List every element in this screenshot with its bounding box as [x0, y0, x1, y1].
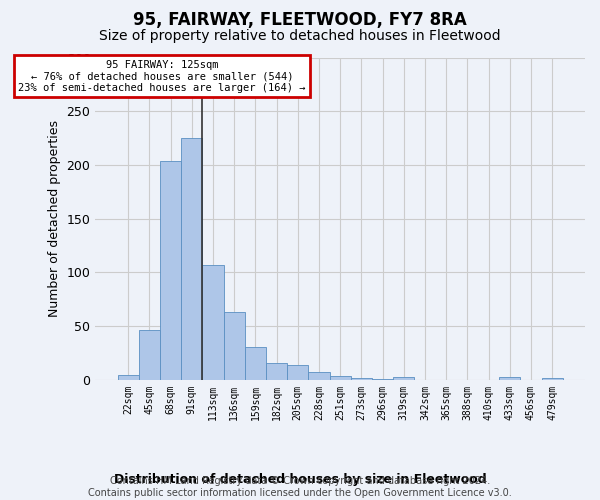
Bar [542, 378, 563, 380]
Text: Distribution of detached houses by size in Fleetwood: Distribution of detached houses by size … [113, 472, 487, 486]
Bar [372, 379, 393, 380]
Bar [139, 330, 160, 380]
Bar [287, 365, 308, 380]
Bar [181, 138, 202, 380]
Text: 95, FAIRWAY, FLEETWOOD, FY7 8RA: 95, FAIRWAY, FLEETWOOD, FY7 8RA [133, 12, 467, 30]
Bar [118, 374, 139, 380]
Bar [329, 376, 351, 380]
Bar [266, 362, 287, 380]
Bar [224, 312, 245, 380]
Bar [351, 378, 372, 380]
Text: Size of property relative to detached houses in Fleetwood: Size of property relative to detached ho… [99, 29, 501, 43]
Bar [308, 372, 329, 380]
Bar [393, 376, 415, 380]
Bar [202, 265, 224, 380]
Text: Contains HM Land Registry data © Crown copyright and database right 2024.
Contai: Contains HM Land Registry data © Crown c… [88, 476, 512, 498]
Text: 95 FAIRWAY: 125sqm
← 76% of detached houses are smaller (544)
23% of semi-detach: 95 FAIRWAY: 125sqm ← 76% of detached hou… [19, 60, 306, 93]
Bar [160, 160, 181, 380]
Bar [499, 376, 520, 380]
Bar [245, 346, 266, 380]
Y-axis label: Number of detached properties: Number of detached properties [48, 120, 61, 317]
